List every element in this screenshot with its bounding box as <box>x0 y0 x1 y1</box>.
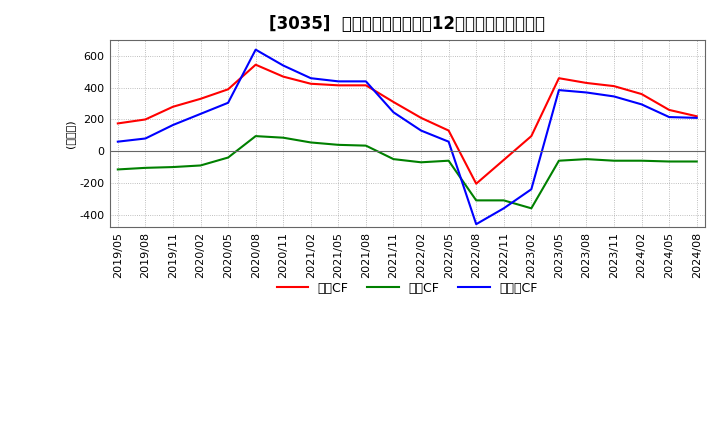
営業CF <box>224 87 233 92</box>
フリーCF <box>610 94 618 99</box>
フリーCF <box>665 114 673 120</box>
営業CF <box>114 121 122 126</box>
営業CF <box>472 181 480 187</box>
営業CF <box>582 81 591 86</box>
投賄CF <box>279 135 287 140</box>
営業CF <box>637 92 646 97</box>
Title: [3035]  キャッシュフローの12か月移動合計の推移: [3035] キャッシュフローの12か月移動合計の推移 <box>269 15 545 33</box>
投賄CF <box>554 158 563 163</box>
フリーCF <box>500 205 508 211</box>
Line: フリーCF: フリーCF <box>118 50 697 224</box>
フリーCF <box>472 222 480 227</box>
フリーCF <box>114 139 122 144</box>
営業CF <box>554 76 563 81</box>
営業CF <box>334 83 343 88</box>
フリーCF <box>527 187 536 192</box>
営業CF <box>141 117 150 122</box>
Legend: 営業CF, 投賄CF, フリーCF: 営業CF, 投賄CF, フリーCF <box>271 277 543 300</box>
投賄CF <box>500 198 508 203</box>
投賄CF <box>610 158 618 163</box>
営業CF <box>444 128 453 133</box>
投賄CF <box>693 159 701 164</box>
投賄CF <box>197 163 205 168</box>
営業CF <box>527 133 536 139</box>
フリーCF <box>444 139 453 144</box>
フリーCF <box>361 79 370 84</box>
投賄CF <box>114 167 122 172</box>
投賄CF <box>251 133 260 139</box>
営業CF <box>665 107 673 113</box>
フリーCF <box>141 136 150 141</box>
営業CF <box>610 84 618 89</box>
投賄CF <box>527 205 536 211</box>
フリーCF <box>693 115 701 121</box>
投賄CF <box>444 158 453 163</box>
フリーCF <box>417 128 426 133</box>
フリーCF <box>251 47 260 52</box>
営業CF <box>390 99 398 105</box>
Line: 投賄CF: 投賄CF <box>118 136 697 208</box>
営業CF <box>197 96 205 102</box>
投賄CF <box>417 160 426 165</box>
投賄CF <box>168 165 177 170</box>
投賄CF <box>361 143 370 148</box>
投賄CF <box>224 155 233 160</box>
フリーCF <box>554 88 563 93</box>
投賄CF <box>390 157 398 162</box>
営業CF <box>307 81 315 86</box>
フリーCF <box>334 79 343 84</box>
フリーCF <box>197 111 205 117</box>
投賄CF <box>637 158 646 163</box>
営業CF <box>168 104 177 110</box>
投賄CF <box>472 198 480 203</box>
営業CF <box>251 62 260 67</box>
フリーCF <box>390 110 398 115</box>
フリーCF <box>307 76 315 81</box>
投賄CF <box>141 165 150 170</box>
Y-axis label: (百万円): (百万円) <box>66 119 76 148</box>
営業CF <box>417 115 426 121</box>
投賄CF <box>307 140 315 145</box>
フリーCF <box>224 100 233 106</box>
投賄CF <box>582 157 591 162</box>
フリーCF <box>168 122 177 128</box>
営業CF <box>693 114 701 119</box>
営業CF <box>279 74 287 79</box>
フリーCF <box>582 90 591 95</box>
フリーCF <box>279 63 287 68</box>
投賄CF <box>665 159 673 164</box>
フリーCF <box>637 102 646 107</box>
営業CF <box>361 83 370 88</box>
営業CF <box>500 157 508 162</box>
Line: 営業CF: 営業CF <box>118 65 697 184</box>
投賄CF <box>334 142 343 147</box>
